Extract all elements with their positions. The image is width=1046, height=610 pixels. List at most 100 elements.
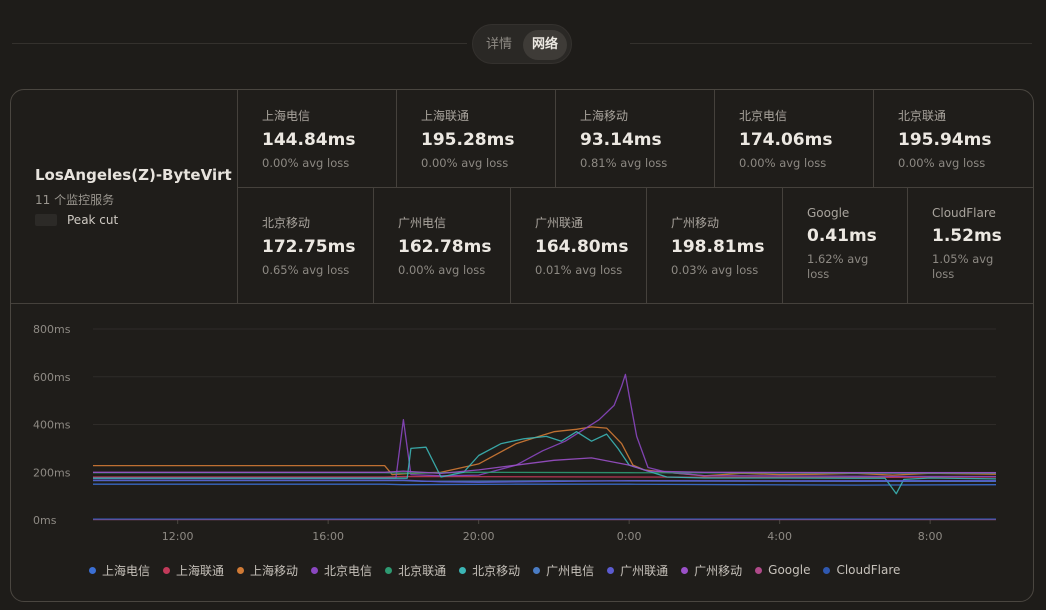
x-tick-label: 12:00 — [162, 530, 194, 543]
peak-cut-toggle[interactable]: Peak cut — [35, 213, 118, 227]
monitor-count: 11 个监控服务 — [35, 193, 115, 207]
monitor-name: 上海电信 — [262, 109, 311, 123]
monitor-loss: 1.62% avg loss — [807, 252, 869, 281]
monitor-name: 上海移动 — [580, 109, 629, 123]
tab-details[interactable]: 详情 — [485, 37, 512, 52]
series-line — [93, 475, 997, 479]
latency-chart: 0ms 200ms 400ms 600ms 800ms 12:00 16:00 20:00 0:… — [11, 304, 1033, 601]
monitor-latency: 162.78ms — [398, 237, 492, 257]
header-divider-left — [12, 43, 467, 44]
legend-swatch — [533, 566, 541, 574]
chart-legend: 上海电信 上海联通 上海移动 北京电信 北京联通 北京移动 广州电信 广州联通 广州移动 Goog… — [89, 562, 913, 578]
monitor-name: 广州移动 — [671, 216, 720, 230]
tab-network[interactable]: 网络 — [523, 30, 567, 60]
network-card: LosAngeles(Z)-ByteVirt 11 个监控服务 Peak cut… — [10, 89, 1034, 602]
monitor-cell: 广州电信 162.78ms 0.00% avg loss — [398, 214, 491, 278]
divider — [873, 90, 874, 187]
monitor-latency: 198.81ms — [671, 237, 765, 257]
monitor-name: 广州联通 — [535, 216, 584, 230]
legend-label: CloudFlare — [836, 563, 901, 577]
y-tick-label: 400ms — [33, 419, 71, 432]
legend-swatch — [459, 566, 467, 574]
divider — [510, 187, 511, 303]
monitor-cell: 上海电信 144.84ms 0.00% avg loss — [262, 107, 355, 171]
series-line — [93, 373, 997, 479]
monitor-name: 北京移动 — [262, 216, 311, 230]
legend-item[interactable]: 北京电信 — [311, 562, 372, 579]
monitor-latency: 164.80ms — [535, 237, 629, 257]
divider — [782, 187, 783, 303]
monitor-loss: 0.00% avg loss — [398, 263, 486, 277]
legend-label: 上海电信 — [102, 563, 151, 578]
monitor-latency: 172.75ms — [262, 237, 356, 257]
legend-label: 上海联通 — [176, 563, 225, 578]
server-info: LosAngeles(Z)-ByteVirt 11 个监控服务 Peak cut — [11, 90, 238, 303]
y-tick-label: 600ms — [33, 371, 71, 384]
divider — [373, 187, 374, 303]
divider — [646, 187, 647, 303]
monitor-cell: 广州联通 164.80ms 0.01% avg loss — [535, 214, 628, 278]
header-divider-right — [630, 43, 1032, 44]
legend-label: 北京电信 — [324, 563, 373, 578]
monitor-latency: 0.41ms — [807, 226, 877, 246]
legend-item[interactable]: Google — [755, 563, 810, 577]
monitor-cell: 上海联通 195.28ms 0.00% avg loss — [421, 107, 514, 171]
legend-item[interactable]: 北京联通 — [385, 562, 446, 579]
x-tick-label: 20:00 — [463, 530, 495, 543]
monitor-loss: 1.05% avg loss — [932, 252, 994, 281]
peak-cut-switch[interactable] — [35, 214, 57, 226]
divider — [714, 90, 715, 187]
monitor-loss: 0.00% avg loss — [262, 156, 350, 170]
legend-label: 北京联通 — [398, 563, 447, 578]
legend-swatch — [163, 566, 171, 574]
legend-item[interactable]: 上海移动 — [237, 562, 298, 579]
divider — [396, 90, 397, 187]
monitor-latency: 174.06ms — [739, 130, 833, 150]
monitor-loss: 0.81% avg loss — [580, 156, 668, 170]
monitor-latency: 195.28ms — [421, 130, 515, 150]
legend-swatch — [89, 566, 96, 574]
series-line — [93, 457, 996, 475]
peak-cut-label: Peak cut — [67, 213, 119, 227]
legend-swatch — [385, 566, 393, 574]
legend-label: 上海移动 — [250, 563, 299, 578]
legend-swatch — [237, 566, 245, 574]
view-tabs: 详情 网络 — [472, 24, 572, 64]
legend-item[interactable]: 广州联通 — [607, 562, 668, 579]
x-tick-label: 0:00 — [617, 530, 642, 543]
monitor-cell: CloudFlare 1.52ms 1.05% avg loss — [932, 206, 1022, 282]
monitor-latency: 195.94ms — [898, 130, 992, 150]
legend-item[interactable]: 上海联通 — [163, 562, 224, 579]
series-line — [93, 426, 997, 477]
x-tick-label: 16:00 — [312, 530, 344, 543]
monitor-cell: 北京联通 195.94ms 0.00% avg loss — [898, 107, 991, 171]
legend-label: 广州电信 — [546, 563, 595, 578]
legend-item[interactable]: 北京移动 — [459, 562, 520, 579]
monitor-cell: 广州移动 198.81ms 0.03% avg loss — [671, 214, 764, 278]
legend-swatch — [681, 566, 689, 574]
monitor-name: Google — [807, 206, 850, 220]
legend-item[interactable]: 广州移动 — [681, 562, 742, 579]
y-tick-label: 800ms — [33, 323, 71, 336]
y-tick-label: 0ms — [33, 514, 57, 527]
series-line — [93, 479, 997, 483]
divider — [907, 187, 908, 303]
monitor-loss: 0.01% avg loss — [535, 263, 623, 277]
legend-item[interactable]: CloudFlare — [823, 563, 900, 577]
legend-item[interactable]: 广州电信 — [533, 562, 594, 579]
monitor-cell: 上海移动 93.14ms 0.81% avg loss — [580, 107, 667, 171]
divider — [11, 303, 1033, 304]
monitor-loss: 0.03% avg loss — [671, 263, 759, 277]
latency-chart-svg: 0ms 200ms 400ms 600ms 800ms 12:00 16:00 20:00 0:… — [33, 323, 997, 543]
monitor-name: 北京联通 — [898, 109, 947, 123]
x-tick-label: 8:00 — [918, 530, 943, 543]
legend-item[interactable]: 上海电信 — [89, 562, 150, 579]
monitor-name: 广州电信 — [398, 216, 447, 230]
legend-swatch — [823, 566, 831, 574]
monitor-name: 上海联通 — [421, 109, 470, 123]
legend-swatch — [311, 566, 319, 574]
monitor-cell: Google 0.41ms 1.62% avg loss — [807, 206, 897, 282]
divider — [237, 90, 238, 303]
monitor-name: 北京电信 — [739, 109, 788, 123]
monitor-latency: 1.52ms — [932, 226, 1002, 246]
